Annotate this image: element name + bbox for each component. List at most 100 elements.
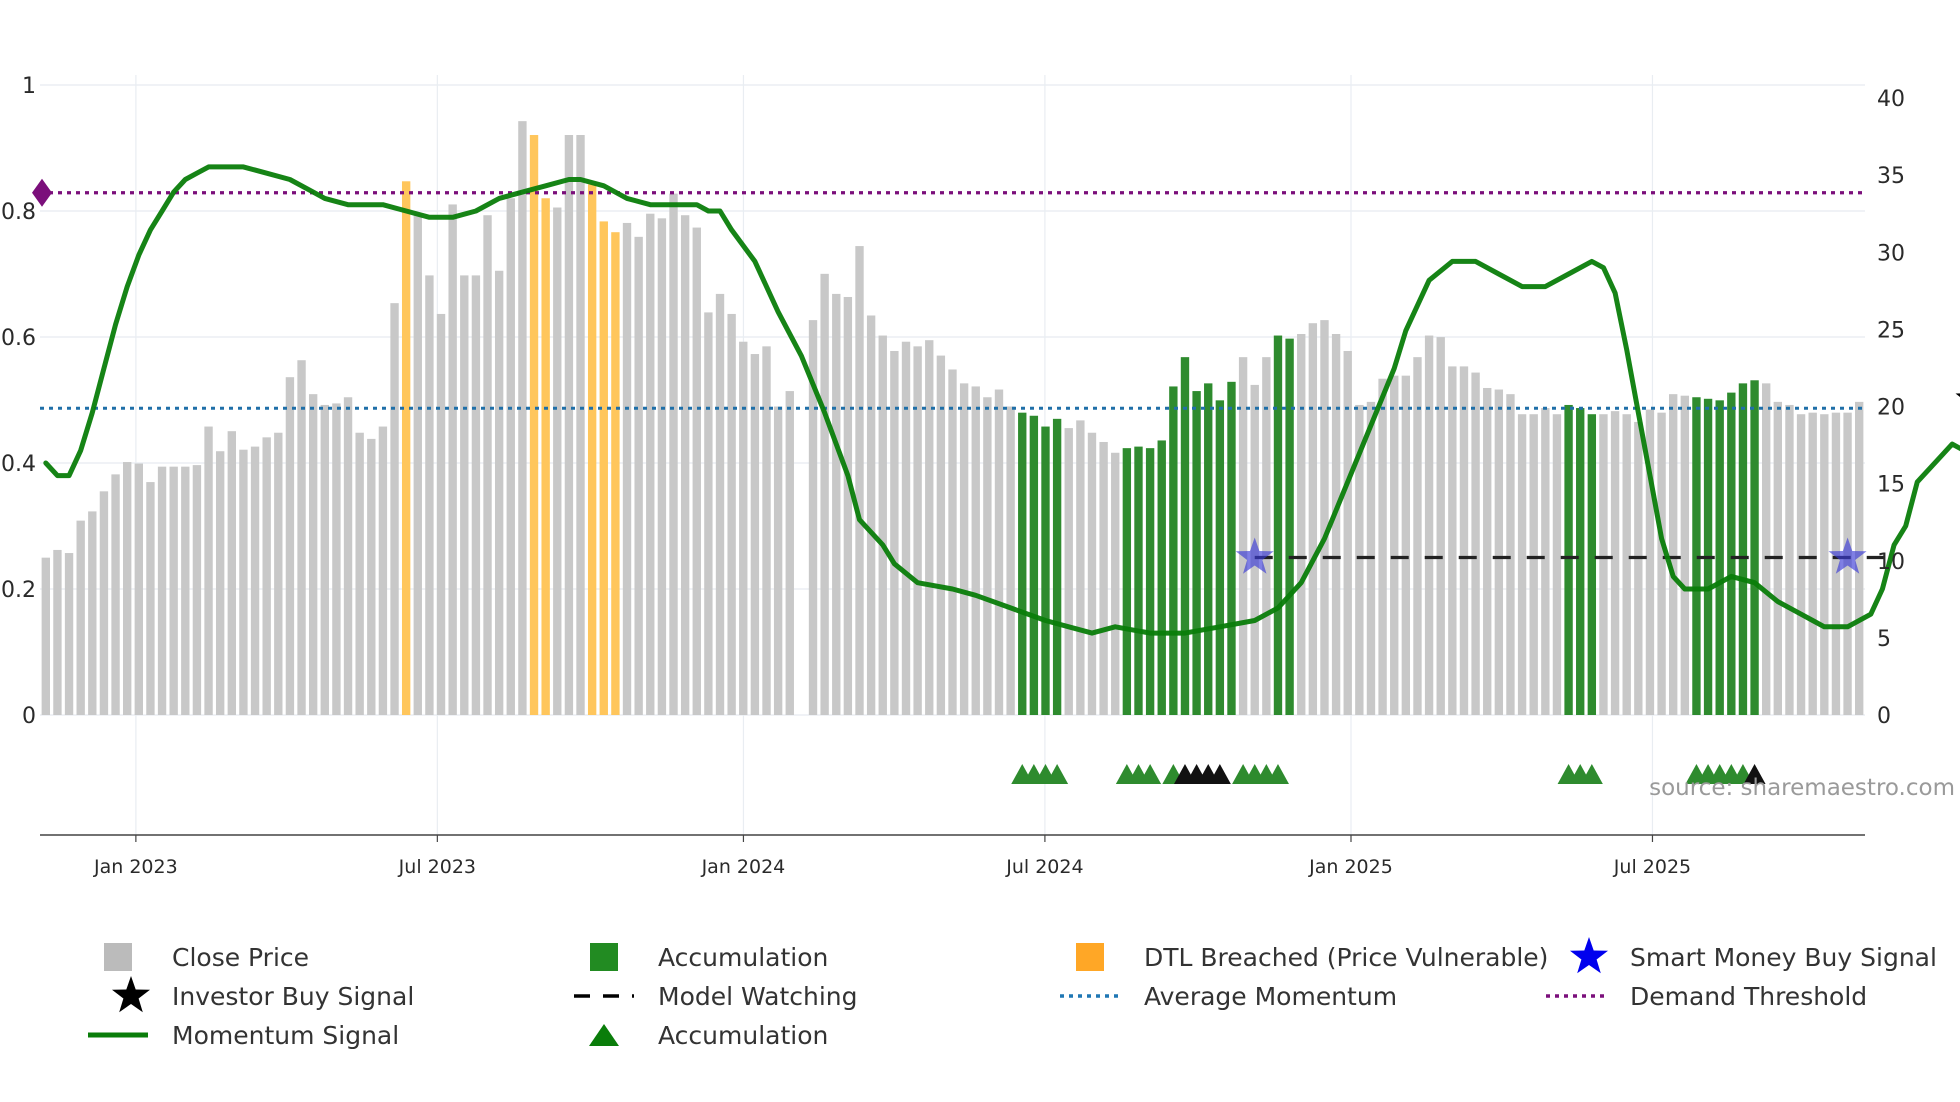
close-price-bars	[41, 121, 1864, 716]
accumulation-bar	[1750, 380, 1759, 715]
accumulation-triangle	[1046, 764, 1069, 784]
close-price-bar	[332, 403, 341, 715]
close-price-bar	[1343, 350, 1352, 715]
close-price-bar	[390, 303, 399, 715]
close-price-bar	[262, 437, 271, 715]
close-price-bar	[1099, 441, 1108, 715]
close-price-bar	[471, 275, 481, 715]
close-price-bar	[1796, 414, 1806, 715]
close-price-bar	[913, 346, 922, 715]
close-price-bar	[1355, 404, 1364, 715]
close-price-bar	[122, 462, 132, 715]
close-price-bar	[192, 465, 202, 715]
close-price-bar	[1657, 412, 1666, 715]
close-price-bar	[564, 135, 574, 715]
accumulation-bar	[1727, 392, 1736, 715]
left-tick-label: 0.4	[1, 452, 36, 477]
momentum-signal-polyline	[43, 164, 1960, 636]
legend-star	[1570, 937, 1608, 974]
accumulation-bar	[1052, 418, 1062, 715]
close-price-bar	[866, 315, 876, 715]
accumulation-bar	[1157, 440, 1166, 715]
source-note: source: sharemaestro.com	[1649, 775, 1955, 801]
close-price-bar	[1669, 394, 1678, 715]
close-price-bar	[739, 341, 748, 715]
accumulation-triangle	[1266, 764, 1289, 784]
close-price-bar	[506, 198, 515, 715]
close-price-bar	[1436, 337, 1445, 715]
close-price-bar	[413, 213, 422, 715]
smart-money-star	[1235, 537, 1274, 574]
close-price-bar	[1622, 414, 1631, 715]
dtl-breached-bar	[529, 135, 539, 715]
close-price-bar	[1541, 408, 1550, 715]
close-price-bar	[53, 549, 62, 715]
close-price-bar	[1599, 414, 1608, 715]
legend-label: Momentum Signal	[172, 1021, 399, 1050]
legend-swatch	[104, 943, 132, 971]
close-price-bar	[1645, 409, 1655, 715]
accumulation-bar	[1692, 397, 1701, 715]
close-price-bar	[750, 354, 760, 715]
x-tick-label: Jul 2023	[398, 856, 476, 878]
accumulation-triangle-dark	[1208, 764, 1231, 784]
close-price-bar	[1297, 334, 1306, 715]
close-price-bar	[576, 135, 585, 715]
close-price-bar	[274, 432, 283, 715]
close-price-bar	[1076, 420, 1085, 715]
legend: Close Price Accumulation DTL Breached (Pri…	[88, 937, 1937, 1050]
accumulation-bar	[1134, 446, 1143, 715]
left-tick-label: 0.8	[1, 200, 36, 225]
legend-triangle	[589, 1024, 619, 1046]
close-price-bar	[878, 335, 887, 715]
accumulation-bar	[1122, 448, 1132, 715]
left-tick-label: 0.2	[1, 578, 36, 603]
close-price-bar	[1610, 411, 1620, 715]
right-tick-label: 30	[1877, 241, 1905, 266]
accumulation-triangle-dark	[1743, 764, 1766, 784]
close-price-bar	[1634, 421, 1643, 715]
reference-lines	[32, 178, 1895, 560]
close-price-bar	[1831, 412, 1841, 715]
close-price-bar	[1459, 366, 1469, 715]
accumulation-markers	[1011, 764, 1766, 784]
close-price-bar	[436, 313, 446, 715]
close-price-bar	[227, 431, 236, 715]
close-price-bar	[646, 213, 655, 715]
accumulation-bar	[1041, 426, 1050, 715]
close-price-bar	[494, 270, 504, 715]
close-price-bar	[1471, 372, 1480, 715]
close-price-bar	[297, 360, 306, 715]
right-tick-label: 25	[1877, 318, 1905, 343]
close-price-bar	[146, 482, 155, 715]
close-price-bar	[936, 355, 946, 715]
close-price-bar	[669, 193, 678, 715]
accumulation-bar	[1029, 415, 1039, 715]
close-price-bar	[622, 222, 632, 715]
accumulation-bar	[1227, 381, 1236, 715]
close-price-bar	[692, 227, 701, 715]
right-tick-label: 0	[1877, 704, 1891, 729]
close-price-bar	[1448, 366, 1457, 715]
close-price-bar	[843, 296, 853, 715]
close-price-bar	[1820, 414, 1829, 715]
close-price-bar	[634, 236, 643, 715]
close-price-bar	[994, 389, 1004, 715]
dtl-breached-bar	[401, 181, 411, 716]
close-price-bar	[727, 313, 736, 715]
close-price-bar	[343, 397, 353, 715]
legend-star	[112, 976, 150, 1013]
x-tick-label: Jan 2023	[93, 856, 178, 878]
close-price-bar	[1785, 404, 1794, 715]
close-price-bar	[1064, 428, 1073, 715]
accumulation-bar	[1192, 391, 1201, 715]
close-price-bar	[1762, 383, 1771, 715]
legend-label: Accumulation	[658, 943, 828, 972]
accumulation-bar	[1180, 357, 1190, 715]
x-tick-label: Jan 2024	[701, 856, 786, 878]
close-price-bar	[1680, 395, 1690, 715]
close-price-bar	[1424, 335, 1434, 715]
right-tick-label: 35	[1877, 164, 1905, 189]
